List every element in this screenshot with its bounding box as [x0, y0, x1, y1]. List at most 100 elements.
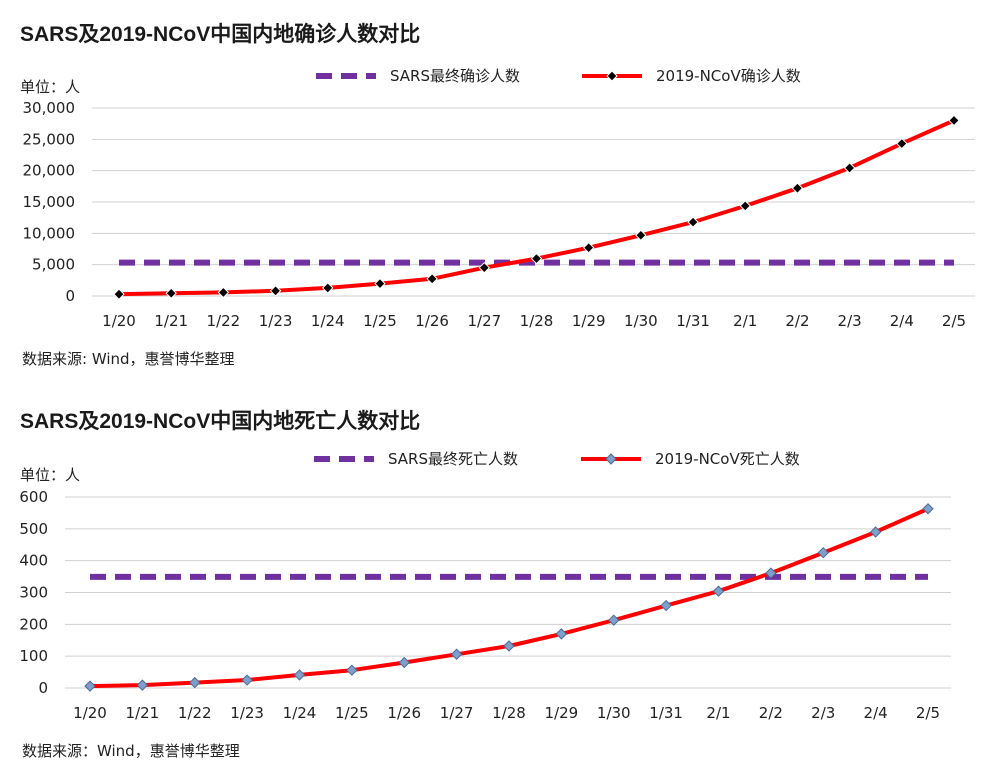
x-tick-label: 2/4	[890, 312, 914, 330]
x-tick-label: 2/1	[733, 312, 757, 330]
x-tick-label: 1/26	[415, 312, 449, 330]
x-tick-label: 1/29	[572, 312, 606, 330]
y-tick-label: 15,000	[23, 193, 76, 211]
x-tick-label: 2/5	[916, 704, 940, 722]
y-tick-label: 20,000	[23, 162, 76, 180]
data-point	[398, 656, 410, 669]
deaths-chart-panel: SARS及2019-NCoV中国内地死亡人数对比 单位：人 0 100 200 300 4…	[0, 390, 1004, 775]
x-tick-label: 1/24	[311, 312, 345, 330]
data-point	[293, 669, 306, 681]
chart-heading: SARS及2019-NCoV中国内地确诊人数对比	[20, 23, 421, 46]
unit-label: 单位：人	[20, 466, 80, 484]
data-point	[687, 216, 699, 228]
y-tick-label: 100	[19, 647, 48, 665]
x-tick-label: 2/3	[838, 312, 862, 330]
source-note: 数据来源: Wind，惠誉博华整理	[22, 350, 235, 368]
x-tick-label: 2/1	[706, 704, 730, 722]
legend-label: 2019-NCoV死亡人数	[655, 450, 800, 468]
y-tick-label: 25,000	[23, 130, 76, 148]
x-tick-label: 1/30	[624, 312, 658, 330]
data-point	[817, 547, 829, 559]
x-tick-label: 1/29	[545, 704, 579, 722]
data-point	[896, 137, 908, 150]
ncov-series-line	[118, 118, 955, 297]
legend-marker	[606, 70, 618, 82]
x-tick-label: 1/24	[283, 704, 317, 722]
x-tick-label: 1/21	[154, 312, 188, 330]
y-tick-label: 0	[65, 287, 75, 305]
x-tick-label: 2/4	[864, 704, 888, 722]
x-tick-label: 2/5	[942, 312, 966, 330]
data-point	[635, 229, 647, 241]
data-point	[374, 277, 386, 290]
x-tick-label: 1/28	[492, 704, 526, 722]
data-point	[922, 503, 934, 515]
data-point	[739, 200, 751, 212]
x-tick-label: 1/22	[207, 312, 241, 330]
data-point	[189, 676, 201, 689]
ncov-series-line	[89, 506, 929, 689]
x-tick-label: 2/2	[759, 704, 783, 722]
data-point	[530, 252, 543, 265]
x-tick-label: 1/23	[259, 312, 293, 330]
x-tick-label: 1/20	[73, 704, 107, 722]
data-point	[136, 679, 149, 691]
data-point	[660, 599, 672, 612]
data-point	[217, 286, 230, 299]
x-tick-label: 1/25	[363, 312, 397, 330]
confirmed-chart-panel: SARS及2019-NCoV中国内地确诊人数对比 单位：人 0 5,000 10,00…	[0, 0, 1004, 380]
y-tick-label: 300	[19, 584, 48, 602]
y-tick-label: 600	[19, 488, 48, 506]
legend-label: 2019-NCoV确诊人数	[656, 67, 801, 85]
x-tick-label: 1/21	[126, 704, 160, 722]
data-point	[478, 261, 491, 274]
data-point	[269, 285, 282, 297]
data-point	[843, 162, 856, 174]
x-tick-label: 1/28	[520, 312, 554, 330]
data-point	[346, 664, 358, 676]
data-point	[322, 282, 334, 294]
data-point	[84, 680, 96, 692]
data-point	[426, 273, 438, 285]
data-point	[869, 526, 882, 538]
data-point	[165, 287, 177, 299]
data-point	[503, 640, 515, 652]
unit-label: 单位：人	[20, 78, 80, 96]
x-tick-label: 1/31	[676, 312, 710, 330]
x-tick-label: 1/31	[649, 704, 683, 722]
data-point	[582, 241, 595, 254]
chart-heading: SARS及2019-NCoV中国内地死亡人数对比	[20, 410, 421, 433]
y-tick-label: 200	[19, 615, 48, 633]
y-tick-label: 400	[19, 552, 48, 570]
x-tick-label: 1/22	[178, 704, 212, 722]
x-tick-label: 1/20	[102, 312, 136, 330]
data-point	[555, 628, 568, 640]
y-tick-label: 5,000	[32, 256, 75, 274]
data-point	[791, 182, 804, 194]
data-point	[765, 567, 777, 579]
legend-marker	[605, 453, 617, 465]
x-tick-label: 1/27	[440, 704, 474, 722]
data-point	[450, 648, 463, 660]
source-note: 数据来源：Wind，惠誉博华整理	[22, 742, 240, 760]
deaths-chart: 单位：人 0 100 200 300 400 500 600 1/20 1/21 1/22 1/23 1…	[19, 450, 951, 722]
data-point	[608, 614, 620, 626]
x-tick-label: 1/26	[387, 704, 421, 722]
legend-label: SARS最终死亡人数	[388, 450, 518, 468]
data-point	[241, 674, 253, 686]
y-tick-label: 0	[38, 679, 48, 697]
data-point	[113, 288, 125, 300]
x-tick-label: 1/25	[335, 704, 369, 722]
x-tick-label: 1/27	[467, 312, 501, 330]
data-point	[712, 585, 725, 597]
x-tick-label: 2/3	[811, 704, 835, 722]
confirmed-cases-chart: 单位：人 0 5,000 10,000 15,000 20,000 25,000 30,000…	[20, 67, 975, 330]
y-tick-label: 30,000	[23, 99, 76, 117]
y-tick-label: 10,000	[23, 224, 76, 242]
x-tick-label: 1/23	[230, 704, 264, 722]
y-tick-label: 500	[19, 520, 48, 538]
x-tick-label: 1/30	[597, 704, 631, 722]
data-point	[948, 114, 960, 127]
x-tick-label: 2/2	[785, 312, 809, 330]
legend-label: SARS最终确诊人数	[390, 67, 520, 85]
